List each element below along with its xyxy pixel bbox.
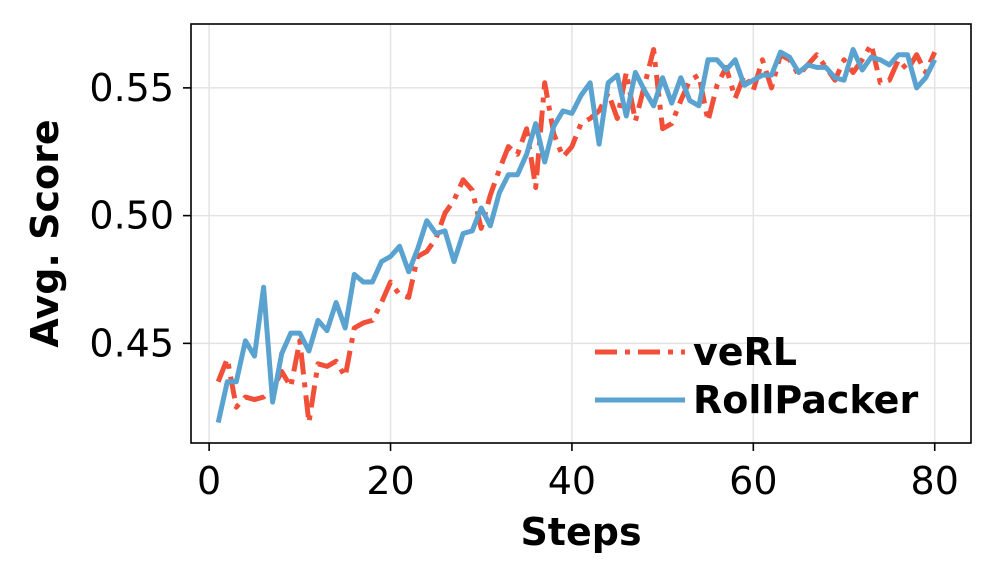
x-axis: 0 20 40 60 80 <box>197 443 959 503</box>
x-axis-title: Steps <box>520 510 641 554</box>
x-tick-label: 80 <box>911 459 959 503</box>
x-tick-label: 0 <box>197 459 221 503</box>
x-tick-label: 40 <box>548 459 596 503</box>
legend-label-rollpacker: RollPacker <box>693 378 918 422</box>
legend-label-verl: veRL <box>693 330 797 374</box>
series-line-rollpacker <box>215 47 937 424</box>
series-layer <box>215 41 937 426</box>
plot-frame <box>190 23 972 444</box>
x-tick-label: 60 <box>729 459 777 503</box>
y-axis: 0.45 0.50 0.55 <box>89 66 191 365</box>
y-tick-label: 0.50 <box>89 194 174 238</box>
y-tick-label: 0.55 <box>89 66 174 110</box>
x-tick-label: 20 <box>366 459 414 503</box>
y-axis-title: Avg. Score <box>23 119 67 347</box>
series-line-verl <box>215 41 937 426</box>
grid-layer <box>191 24 971 443</box>
y-tick-label: 0.45 <box>89 321 174 365</box>
